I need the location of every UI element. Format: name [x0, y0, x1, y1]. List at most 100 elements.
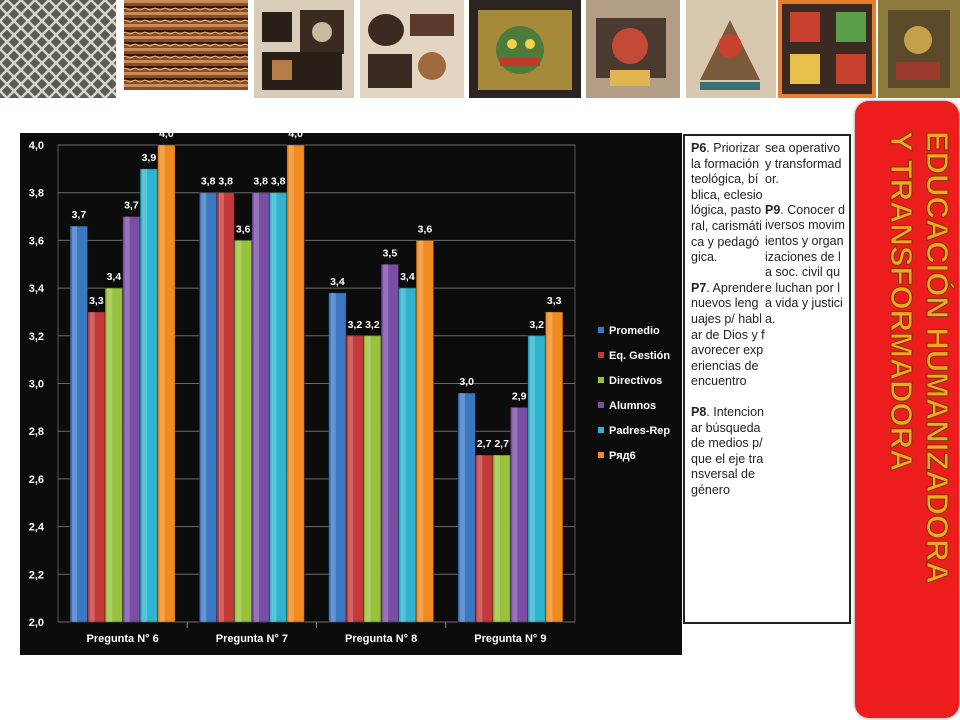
note-p8-text: . Intencionar búsqueda de medios p/ que … [691, 404, 764, 497]
y-tick-label: 3,6 [29, 235, 44, 247]
data-label: 3,8 [253, 176, 268, 188]
bar-highlight [400, 288, 406, 622]
note-p6-continued: sea operativo y transformador. [765, 141, 842, 187]
note-p7-text: . Aprender nuevos lenguajes p/ hablar de… [691, 280, 765, 389]
data-label: 3,0 [459, 376, 474, 388]
data-label: 3,2 [529, 319, 544, 331]
data-label: 3,6 [236, 223, 251, 235]
notes-column-right: sea operativo y transformador. P9. Conoc… [765, 141, 845, 343]
figure-textile-image-3 [469, 0, 581, 98]
bar-highlight [348, 335, 354, 622]
side-title-line-1: EDUCACIÓN HUMANIZADORA [920, 131, 956, 584]
bar-highlight [288, 145, 294, 622]
legend-swatch [598, 327, 604, 333]
bar-highlight [512, 407, 518, 622]
note-p6-label: P6 [691, 141, 707, 155]
notes-column-left: P6. Priorizar la formación teológica, bí… [691, 141, 765, 513]
data-label: 3,6 [418, 223, 433, 235]
data-label: 3,4 [330, 276, 345, 288]
notes-box: P6. Priorizar la formación teológica, bí… [683, 134, 851, 624]
data-label: 3,8 [271, 176, 286, 188]
legend-label: Directivos [609, 375, 662, 387]
bar-highlight [494, 455, 500, 622]
data-label: 2,7 [477, 438, 492, 450]
bar-highlight [124, 216, 130, 623]
weave-textile-image [0, 0, 116, 98]
bar [544, 311, 564, 623]
legend-label: Ряд6 [609, 450, 636, 462]
bar-highlight [89, 311, 95, 622]
y-tick-label: 3,2 [29, 331, 44, 343]
legend-swatch [598, 352, 604, 358]
side-title-svg: EDUCACIÓN HUMANIZADORA Y TRANSFORMADORA [884, 131, 957, 585]
data-label: 3,3 [89, 295, 104, 307]
bar-highlight [107, 288, 113, 622]
bar-highlight [159, 145, 165, 622]
bar-highlight [271, 192, 277, 622]
y-tick-label: 4,0 [29, 140, 44, 152]
data-label: 3,4 [400, 271, 415, 283]
side-title-line-2: Y TRANSFORMADORA [884, 131, 919, 471]
x-tick-label: Pregunta N° 7 [216, 633, 288, 645]
bar-highlight [142, 168, 148, 622]
bar-chart: 2,0 2,2 2,4 2,6 2,8 3,0 3,2 3,4 3,6 3,8 4,0 Pregunt… [20, 133, 682, 655]
data-label: 3,9 [142, 152, 157, 164]
figure-textile-image-1 [254, 0, 354, 98]
y-tick-label: 2,6 [29, 474, 44, 486]
data-label: 3,2 [365, 319, 380, 331]
bar-highlight [365, 335, 371, 622]
data-label: 2,7 [494, 438, 509, 450]
bar-highlight [547, 311, 553, 622]
y-tick-label: 2,2 [29, 569, 44, 581]
data-label: 3,5 [383, 247, 398, 259]
note-p8-label: P8 [691, 404, 707, 419]
data-label: 3,7 [72, 209, 87, 221]
figure-textile-image-7 [878, 0, 960, 98]
y-tick-label: 2,4 [29, 522, 45, 534]
bar-highlight [253, 192, 259, 622]
note-p9-text: . Conocer diversos movimientos y organiz… [765, 202, 845, 326]
legend-swatch [598, 402, 604, 408]
data-label: 4,0 [159, 133, 174, 140]
legend-label: Promedio [609, 325, 660, 337]
note-p6: P6. Priorizar la formación teológica, bí… [691, 141, 765, 266]
note-p9-label: P9 [765, 202, 781, 217]
legend-swatch [598, 377, 604, 383]
textile-banner [0, 0, 960, 98]
data-label: 4,0 [288, 133, 303, 140]
data-label: 3,4 [107, 271, 122, 283]
bar [415, 239, 435, 623]
data-label: 2,9 [512, 390, 527, 402]
bar-highlight [330, 292, 336, 622]
figure-textile-image-6 [778, 0, 876, 98]
data-label: 3,8 [201, 176, 216, 188]
y-tick-label: 2,0 [29, 617, 44, 629]
bar-highlight [72, 226, 78, 622]
note-p8: P8. Intencionar búsqueda de medios p/ qu… [691, 405, 765, 499]
bar-highlight [477, 455, 483, 622]
y-tick-label: 2,8 [29, 426, 44, 438]
y-tick-label: 3,0 [29, 379, 44, 391]
y-tick-label: 3,4 [29, 283, 45, 295]
x-tick-label: Pregunta N° 8 [345, 633, 417, 645]
x-tick-label: Pregunta N° 6 [87, 633, 159, 645]
legend-label: Alumnos [609, 400, 656, 412]
bar-highlight [459, 393, 465, 622]
figure-textile-image-2 [360, 0, 464, 98]
note-p7: P7. Aprender nuevos lenguajes p/ hablar … [691, 281, 765, 390]
bar-highlight [218, 192, 224, 622]
data-label: 3,2 [348, 319, 363, 331]
legend-label: Eq. Gestión [609, 350, 670, 362]
bar-highlight [236, 240, 242, 622]
note-p7-label: P7 [691, 280, 707, 295]
x-tick-label: Pregunta N° 9 [474, 633, 546, 645]
figure-textile-image-5 [686, 0, 776, 98]
legend-swatch [598, 427, 604, 433]
bar-highlight [383, 264, 389, 622]
note-p6-text: . Priorizar la formación teológica, bíbl… [691, 141, 763, 265]
bar-highlight [201, 192, 207, 622]
side-title-panel: EDUCACIÓN HUMANIZADORA Y TRANSFORMADORA [855, 101, 959, 718]
data-label: 3,8 [218, 176, 233, 188]
striped-textile-image [124, 0, 248, 98]
bar [286, 144, 305, 623]
